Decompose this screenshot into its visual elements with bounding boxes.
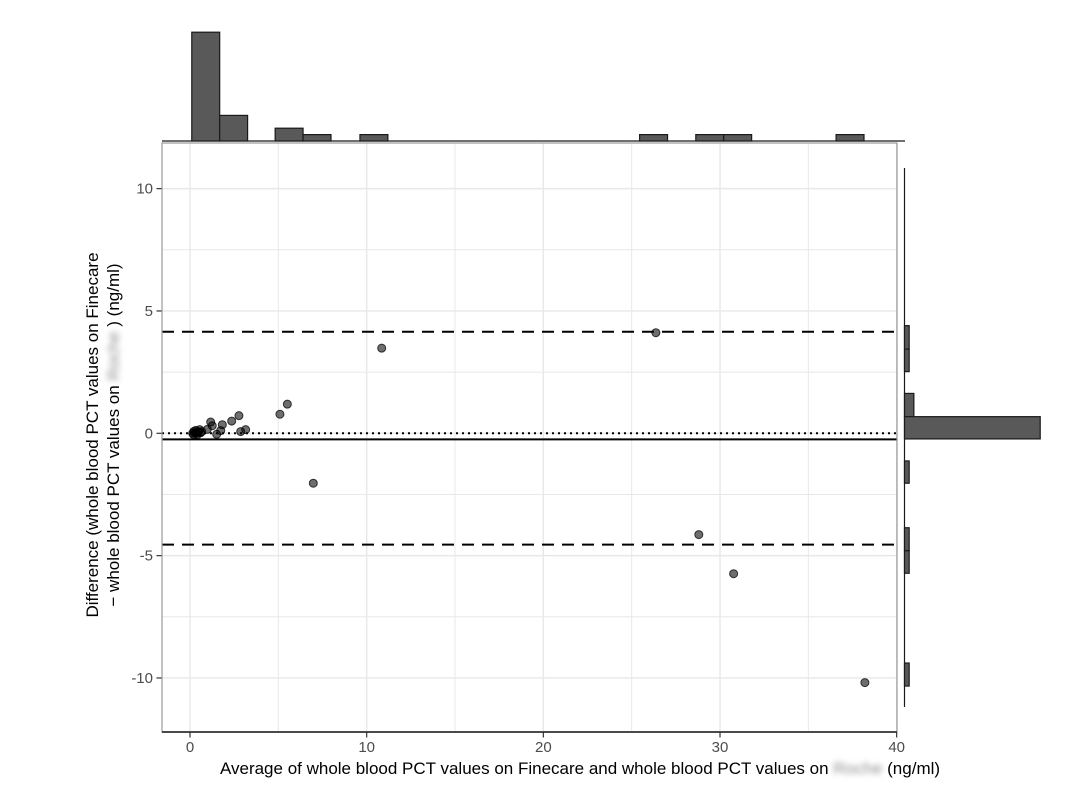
right-histogram-bar: [903, 325, 910, 350]
y-tick-label: -5: [140, 548, 153, 565]
data-point: [227, 416, 237, 426]
y-axis-title-redacted-word: Roche: [104, 331, 123, 381]
data-point: [860, 678, 870, 688]
data-point: [234, 411, 244, 421]
y-tick-label: 5: [145, 303, 153, 320]
right-histogram-bar: [903, 527, 910, 552]
x-axis-title: Average of whole blood PCT values on Fin…: [80, 758, 1075, 779]
x-tick-label: 10: [358, 739, 375, 756]
x-tick-label: 30: [712, 739, 729, 756]
data-point: [377, 343, 387, 353]
top-histogram-bar: [723, 134, 753, 142]
top-histogram-bar: [219, 114, 249, 142]
x-axis-title-units: (ng/ml): [882, 759, 941, 778]
data-point: [729, 569, 739, 579]
y-axis-title: Difference (whole blood PCT values on Fi…: [82, 125, 126, 745]
data-point: [217, 420, 227, 430]
top-histogram-bar: [302, 134, 332, 142]
top-histogram-bar: [695, 134, 725, 142]
right-histogram-bar: [903, 348, 910, 373]
top-histogram-bar: [191, 31, 221, 142]
data-point: [207, 421, 217, 431]
y-axis-title-line2-text: − whole blood PCT values on: [104, 380, 123, 607]
right-histogram-bar: [903, 416, 1041, 440]
x-axis-title-redacted-word: Roche: [833, 759, 883, 778]
right-histogram-bar: [903, 550, 910, 574]
y-tick-label: 10: [136, 181, 153, 198]
top-histogram-bar: [359, 134, 389, 142]
right-histogram-bar: [903, 662, 910, 687]
data-point: [651, 328, 661, 338]
data-point: [282, 399, 292, 409]
y-tick-label: 0: [145, 425, 153, 442]
right-histogram-bar: [903, 460, 910, 484]
data-point: [308, 478, 318, 488]
data-point: [241, 425, 251, 435]
data-point: [275, 409, 285, 419]
right-histogram-bar: [903, 392, 915, 418]
data-point: [694, 530, 704, 540]
plot-panel: [162, 143, 897, 732]
x-tick-label: 20: [535, 739, 552, 756]
y-axis-title-units: ) (ng/ml): [104, 263, 123, 332]
top-histogram-bar: [274, 127, 304, 142]
top-histogram-bar: [639, 134, 669, 142]
y-tick-label: -10: [131, 670, 153, 687]
top-histogram-bar: [835, 134, 865, 142]
y-axis-title-line2: − whole blood PCT values on Roche ) (ng/…: [103, 125, 124, 745]
x-tick-label: 0: [186, 739, 194, 756]
x-tick-label: 40: [888, 739, 905, 756]
y-axis-title-line1: Difference (whole blood PCT values on Fi…: [83, 252, 102, 618]
x-axis-title-text: Average of whole blood PCT values on Fin…: [219, 759, 834, 778]
